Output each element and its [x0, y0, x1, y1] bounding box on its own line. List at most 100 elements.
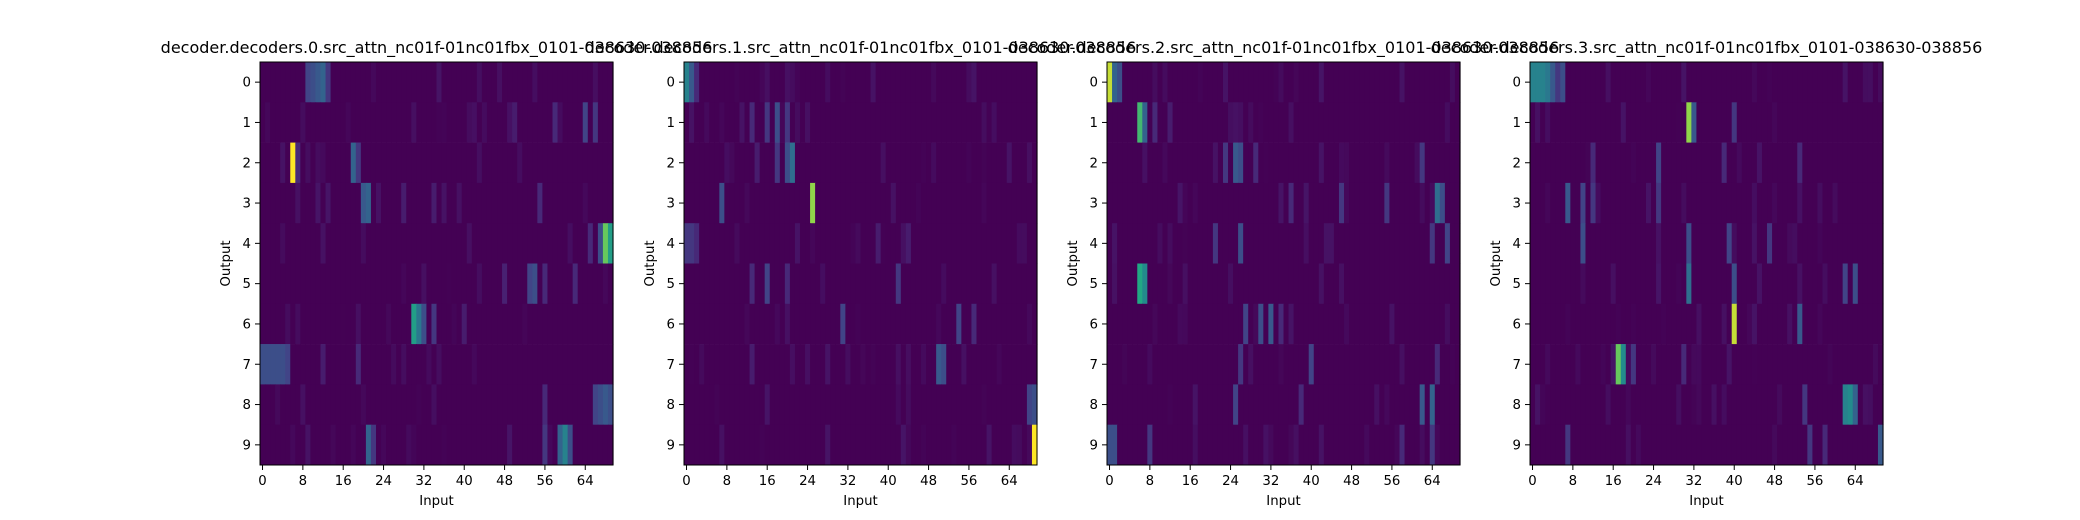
- heatmap-cell: [602, 142, 609, 184]
- heatmap-cell: [855, 142, 862, 184]
- heatmap-cell: [1792, 142, 1798, 184]
- heatmap-cell: [270, 182, 276, 224]
- heatmap-cell: [971, 142, 978, 184]
- heatmap-cell: [1137, 62, 1143, 103]
- heatmap-cell: [1112, 263, 1118, 305]
- heatmap-cell: [1016, 424, 1023, 466]
- heatmap-cell: [456, 303, 463, 345]
- heatmap-cell: [779, 182, 786, 224]
- heatmap-cell: [1454, 182, 1461, 224]
- heatmap-cell: [905, 263, 912, 305]
- heatmap-cell: [1308, 424, 1315, 466]
- heatmap-cell: [275, 223, 281, 264]
- heatmap-cell: [895, 344, 902, 385]
- heatmap-cell: [1424, 344, 1431, 385]
- x-tick-label: 0: [1105, 474, 1113, 489]
- heatmap-cell: [1328, 142, 1335, 184]
- heatmap-cell: [280, 142, 286, 184]
- heatmap-cell: [885, 344, 892, 385]
- heatmap-cell: [431, 62, 438, 103]
- heatmap-cell: [305, 303, 312, 345]
- heatmap-cell: [774, 263, 781, 305]
- heatmap-cell: [1228, 344, 1234, 385]
- heatmap-cell: [1565, 384, 1571, 425]
- heatmap-cell: [1691, 303, 1698, 345]
- heatmap-cell: [1434, 142, 1441, 184]
- heatmap-cell: [956, 142, 962, 184]
- heatmap-cell: [1605, 182, 1612, 224]
- heatmap-cell: [1137, 223, 1143, 264]
- heatmap-cell: [396, 142, 402, 184]
- heatmap-cell: [1313, 223, 1320, 264]
- x-axis-label: Input: [1689, 494, 1723, 509]
- heatmap-cell: [1404, 102, 1411, 143]
- heatmap-cell: [582, 182, 589, 224]
- heatmap-cell: [1167, 424, 1174, 466]
- heatmap-cell: [1207, 303, 1214, 345]
- heatmap-cell: [446, 62, 453, 103]
- heatmap-cell: [491, 303, 498, 345]
- heatmap-cell: [532, 263, 538, 305]
- heatmap-cell: [1449, 142, 1456, 184]
- heatmap-cell: [1122, 62, 1128, 103]
- heatmap-cell: [1011, 263, 1018, 305]
- heatmap-cell: [1359, 102, 1365, 143]
- heatmap-cell: [582, 303, 589, 345]
- heatmap-cell: [1640, 182, 1647, 224]
- heatmap-cell: [335, 344, 342, 385]
- heatmap-cell: [1424, 182, 1431, 224]
- heatmap-cell: [1777, 142, 1783, 184]
- heatmap-cell: [1711, 344, 1718, 385]
- heatmap-cell: [502, 263, 508, 305]
- heatmap-cell: [789, 142, 796, 184]
- heatmap-cell: [1716, 102, 1723, 143]
- x-tick-label: 24: [375, 474, 392, 489]
- heatmap-cell: [1333, 424, 1340, 466]
- heatmap-cell: [340, 142, 347, 184]
- heatmap-cell: [799, 182, 806, 224]
- heatmap-cell: [1389, 263, 1396, 305]
- heatmap-cell: [1222, 102, 1229, 143]
- heatmap-cell: [835, 344, 841, 385]
- heatmap-cell: [285, 62, 291, 103]
- heatmap-cell: [1197, 102, 1204, 143]
- heatmap-cell: [1756, 263, 1763, 305]
- heatmap-cell: [729, 102, 736, 143]
- heatmap-cell: [1822, 384, 1829, 425]
- heatmap-cell: [1686, 223, 1692, 264]
- heatmap-cell: [971, 303, 978, 345]
- heatmap-cell: [1837, 62, 1844, 103]
- heatmap-cell: [1328, 303, 1335, 345]
- heatmap-cell: [1384, 303, 1390, 345]
- heatmap-cell: [1736, 182, 1743, 224]
- heatmap-cell: [421, 182, 428, 224]
- heatmap-cell: [1877, 344, 1884, 385]
- heatmap-cell: [1701, 424, 1708, 466]
- heatmap-cell: [1590, 263, 1597, 305]
- heatmap-cell: [1767, 263, 1773, 305]
- heatmap-cell: [607, 303, 614, 345]
- heatmap-cell: [1434, 223, 1441, 264]
- heatmap-cell: [1157, 62, 1164, 103]
- heatmap-cell: [537, 263, 543, 305]
- heatmap-cell: [1656, 223, 1662, 264]
- heatmap-cell: [840, 424, 846, 466]
- heatmap-cell: [830, 223, 836, 264]
- heatmap-cell: [1253, 384, 1259, 425]
- heatmap-cell: [1303, 384, 1310, 425]
- heatmap-cell: [1369, 102, 1375, 143]
- heatmap-cell: [381, 344, 387, 385]
- heatmap-cell: [1212, 62, 1219, 103]
- heatmap-cell: [270, 344, 276, 385]
- heatmap-cell: [1323, 384, 1330, 425]
- heatmap-cell: [1202, 263, 1209, 305]
- heatmap-cell: [562, 344, 569, 385]
- heatmap-cell: [1726, 62, 1733, 103]
- heatmap-cell: [1615, 223, 1622, 264]
- heatmap-cell: [789, 102, 796, 143]
- heatmap-cell: [260, 424, 266, 466]
- heatmap-cell: [1207, 263, 1214, 305]
- heatmap-cell: [1001, 223, 1008, 264]
- heatmap-cell: [1782, 303, 1788, 345]
- heatmap-cell: [951, 223, 957, 264]
